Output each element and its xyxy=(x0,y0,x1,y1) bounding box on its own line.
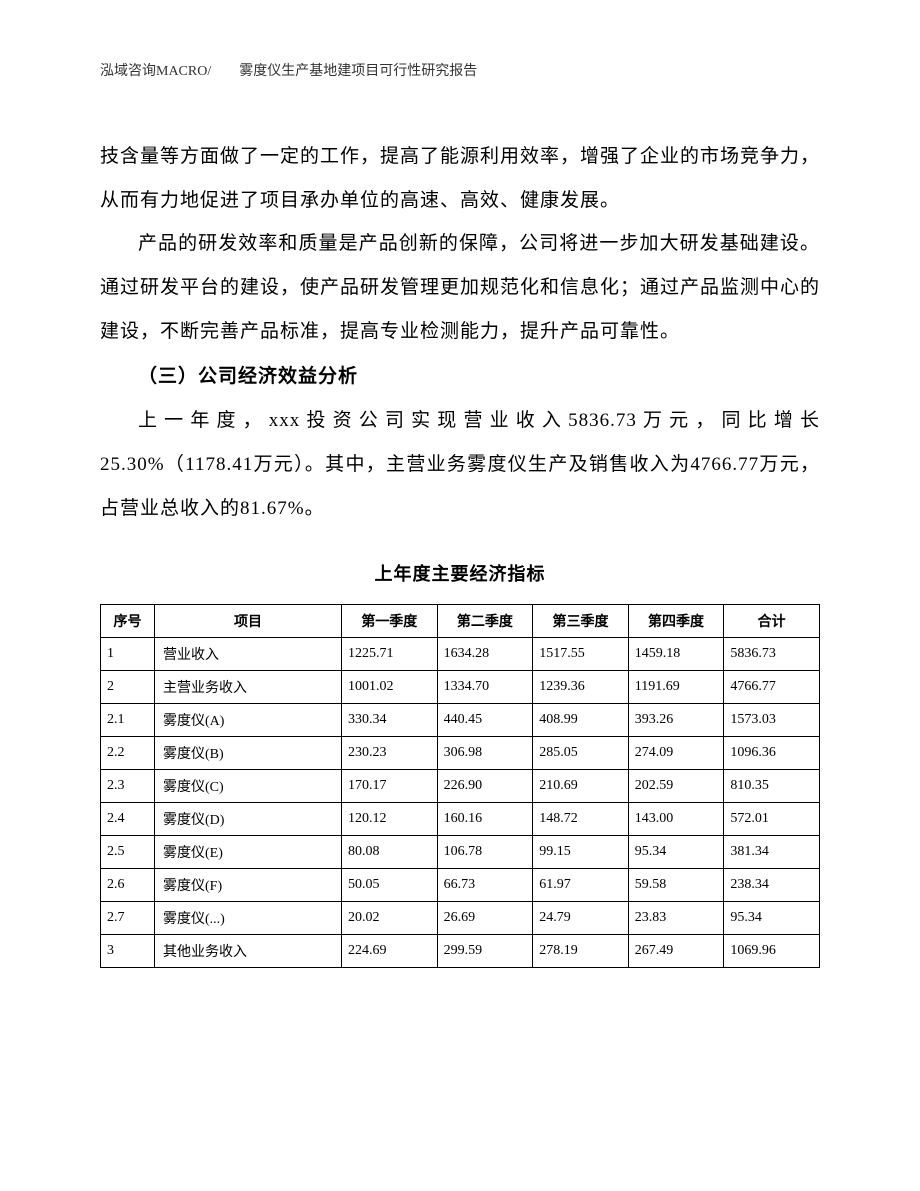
cell-item: 雾度仪(C) xyxy=(155,770,342,803)
table-row: 2.4 雾度仪(D) 120.12 160.16 148.72 143.00 5… xyxy=(101,803,820,836)
cell-q4: 393.26 xyxy=(628,704,724,737)
cell-q3: 408.99 xyxy=(533,704,629,737)
cell-q4: 1459.18 xyxy=(628,638,724,671)
cell-q3: 210.69 xyxy=(533,770,629,803)
cell-total: 1069.96 xyxy=(724,935,820,968)
table-title: 上年度主要经济指标 xyxy=(100,560,820,586)
cell-seq: 2.3 xyxy=(101,770,155,803)
col-header-q2: 第二季度 xyxy=(437,605,533,638)
cell-q3: 148.72 xyxy=(533,803,629,836)
header-text: 泓域咨询MACRO/ 雾度仪生产基地建项目可行性研究报告 xyxy=(100,64,477,79)
cell-total: 95.34 xyxy=(724,902,820,935)
cell-q1: 80.08 xyxy=(342,836,438,869)
cell-q2: 440.45 xyxy=(437,704,533,737)
cell-q3: 285.05 xyxy=(533,737,629,770)
table-row: 2.6 雾度仪(F) 50.05 66.73 61.97 59.58 238.3… xyxy=(101,869,820,902)
cell-q3: 99.15 xyxy=(533,836,629,869)
cell-q3: 1239.36 xyxy=(533,671,629,704)
cell-q3: 61.97 xyxy=(533,869,629,902)
col-header-item: 项目 xyxy=(155,605,342,638)
economic-indicators-table: 序号 项目 第一季度 第二季度 第三季度 第四季度 合计 1 营业收入 1225… xyxy=(100,604,820,968)
table-row: 2.5 雾度仪(E) 80.08 106.78 99.15 95.34 381.… xyxy=(101,836,820,869)
cell-q4: 202.59 xyxy=(628,770,724,803)
cell-total: 381.34 xyxy=(724,836,820,869)
cell-item: 主营业务收入 xyxy=(155,671,342,704)
cell-q4: 1191.69 xyxy=(628,671,724,704)
cell-total: 4766.77 xyxy=(724,671,820,704)
col-header-q3: 第三季度 xyxy=(533,605,629,638)
cell-item: 营业收入 xyxy=(155,638,342,671)
cell-total: 1096.36 xyxy=(724,737,820,770)
paragraph-2: 产品的研发效率和质量是产品创新的保障，公司将进一步加大研发基础建设。通过研发平台… xyxy=(100,222,820,353)
cell-q2: 66.73 xyxy=(437,869,533,902)
cell-item: 雾度仪(...) xyxy=(155,902,342,935)
table-row: 3 其他业务收入 224.69 299.59 278.19 267.49 106… xyxy=(101,935,820,968)
col-header-q1: 第一季度 xyxy=(342,605,438,638)
paragraph-3: 上一年度，xxx投资公司实现营业收入5836.73万元，同比增长25.30%（1… xyxy=(100,399,820,530)
cell-item: 其他业务收入 xyxy=(155,935,342,968)
cell-q1: 224.69 xyxy=(342,935,438,968)
cell-seq: 2.6 xyxy=(101,869,155,902)
cell-seq: 3 xyxy=(101,935,155,968)
col-header-seq: 序号 xyxy=(101,605,155,638)
table-row: 2.2 雾度仪(B) 230.23 306.98 285.05 274.09 1… xyxy=(101,737,820,770)
cell-seq: 2.4 xyxy=(101,803,155,836)
cell-seq: 2.7 xyxy=(101,902,155,935)
cell-q3: 1517.55 xyxy=(533,638,629,671)
cell-item: 雾度仪(A) xyxy=(155,704,342,737)
col-header-total: 合计 xyxy=(724,605,820,638)
section-heading: （三）公司经济效益分析 xyxy=(100,355,820,399)
table-body: 1 营业收入 1225.71 1634.28 1517.55 1459.18 5… xyxy=(101,638,820,968)
cell-q2: 226.90 xyxy=(437,770,533,803)
table-row: 2.7 雾度仪(...) 20.02 26.69 24.79 23.83 95.… xyxy=(101,902,820,935)
cell-seq: 2.1 xyxy=(101,704,155,737)
cell-q3: 24.79 xyxy=(533,902,629,935)
cell-q2: 1634.28 xyxy=(437,638,533,671)
col-header-q4: 第四季度 xyxy=(628,605,724,638)
cell-q4: 267.49 xyxy=(628,935,724,968)
table-row: 2.3 雾度仪(C) 170.17 226.90 210.69 202.59 8… xyxy=(101,770,820,803)
cell-q4: 143.00 xyxy=(628,803,724,836)
cell-total: 5836.73 xyxy=(724,638,820,671)
cell-q4: 23.83 xyxy=(628,902,724,935)
cell-total: 238.34 xyxy=(724,869,820,902)
cell-seq: 2.5 xyxy=(101,836,155,869)
cell-item: 雾度仪(D) xyxy=(155,803,342,836)
cell-q2: 1334.70 xyxy=(437,671,533,704)
cell-q4: 274.09 xyxy=(628,737,724,770)
table-row: 2.1 雾度仪(A) 330.34 440.45 408.99 393.26 1… xyxy=(101,704,820,737)
cell-q4: 95.34 xyxy=(628,836,724,869)
cell-q2: 299.59 xyxy=(437,935,533,968)
document-content: 技含量等方面做了一定的工作，提高了能源利用效率，增强了企业的市场竞争力，从而有力… xyxy=(100,135,820,968)
cell-q1: 1225.71 xyxy=(342,638,438,671)
table-header-row: 序号 项目 第一季度 第二季度 第三季度 第四季度 合计 xyxy=(101,605,820,638)
cell-q1: 230.23 xyxy=(342,737,438,770)
paragraph-1: 技含量等方面做了一定的工作，提高了能源利用效率，增强了企业的市场竞争力，从而有力… xyxy=(100,135,820,222)
table-row: 2 主营业务收入 1001.02 1334.70 1239.36 1191.69… xyxy=(101,671,820,704)
cell-total: 572.01 xyxy=(724,803,820,836)
cell-q4: 59.58 xyxy=(628,869,724,902)
cell-q2: 106.78 xyxy=(437,836,533,869)
cell-q3: 278.19 xyxy=(533,935,629,968)
cell-q1: 330.34 xyxy=(342,704,438,737)
cell-seq: 2.2 xyxy=(101,737,155,770)
table-row: 1 营业收入 1225.71 1634.28 1517.55 1459.18 5… xyxy=(101,638,820,671)
cell-item: 雾度仪(E) xyxy=(155,836,342,869)
cell-q1: 1001.02 xyxy=(342,671,438,704)
cell-q1: 20.02 xyxy=(342,902,438,935)
cell-seq: 1 xyxy=(101,638,155,671)
cell-q2: 306.98 xyxy=(437,737,533,770)
page-header: 泓域咨询MACRO/ 雾度仪生产基地建项目可行性研究报告 xyxy=(100,60,477,80)
cell-q1: 120.12 xyxy=(342,803,438,836)
cell-q2: 26.69 xyxy=(437,902,533,935)
cell-q1: 170.17 xyxy=(342,770,438,803)
cell-q2: 160.16 xyxy=(437,803,533,836)
cell-total: 810.35 xyxy=(724,770,820,803)
cell-item: 雾度仪(B) xyxy=(155,737,342,770)
cell-seq: 2 xyxy=(101,671,155,704)
cell-item: 雾度仪(F) xyxy=(155,869,342,902)
cell-q1: 50.05 xyxy=(342,869,438,902)
cell-total: 1573.03 xyxy=(724,704,820,737)
